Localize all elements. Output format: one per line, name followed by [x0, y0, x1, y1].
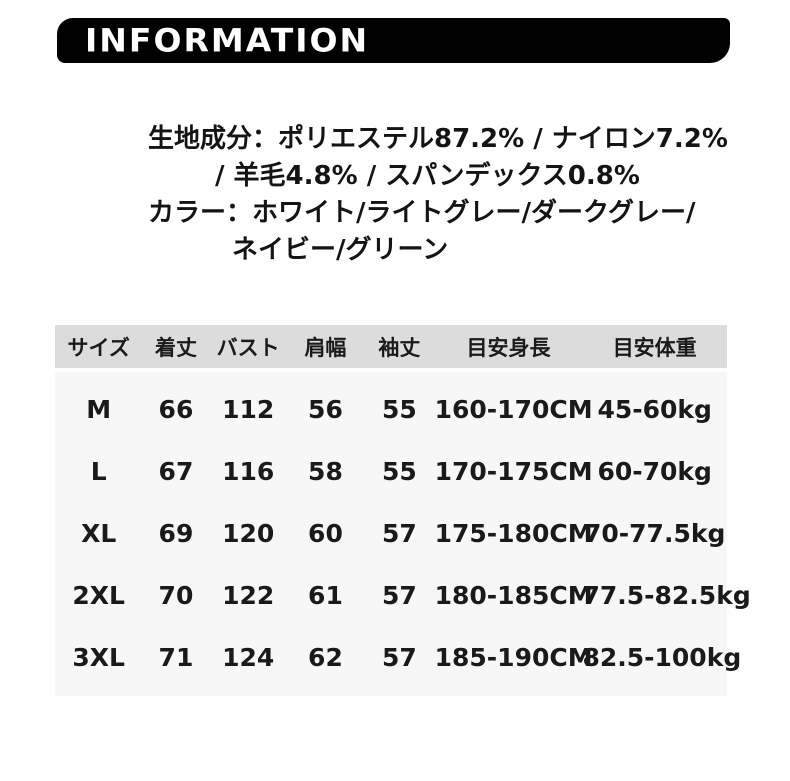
table-cell: 124	[222, 642, 275, 672]
table-cell: 56	[308, 394, 343, 424]
fabric-composition-line-1: 生地成分：ポリエステル87.2% / ナイロン7.2%	[148, 124, 728, 154]
table-cell: 67	[158, 456, 194, 486]
information-title: INFORMATION	[85, 21, 370, 60]
table-cell: 61	[308, 580, 343, 610]
column-header-4: 肩幅	[304, 335, 347, 360]
table-cell: 82.5-100kg	[582, 642, 742, 672]
table-cell: 71	[158, 642, 194, 672]
table-cell: 2XL	[72, 580, 125, 610]
table-cell: 175-180CM	[434, 518, 593, 548]
column-header-7: 目安体重	[612, 335, 697, 360]
table-cell: 55	[381, 394, 417, 424]
size-table: サイズ 着丈 バスト 肩幅 袖丈 目安身長 目安体重 M 66 112 56 55 160-170CM…	[55, 325, 751, 696]
table-cell: 45-60kg	[597, 394, 712, 424]
table-cell: 116	[222, 456, 275, 486]
table-row-3XL: 3XL 71 124 62 57 185-190CM 82.5-100kg	[55, 626, 742, 688]
table-row-M: M 66 112 56 55 160-170CM 45-60kg	[55, 378, 727, 440]
table-cell: 180-185CM	[434, 580, 593, 610]
table-cell: L	[90, 456, 107, 486]
table-cell: 112	[222, 394, 275, 424]
table-row-L: L 67 116 58 55 170-175CM 60-70kg	[55, 440, 727, 502]
product-info-block: 生地成分：ポリエステル87.2% / ナイロン7.2% / 羊毛4.8% / ス…	[148, 121, 728, 269]
table-cell: 160-170CM	[434, 394, 593, 424]
table-cell: XL	[81, 518, 117, 548]
table-cell: 69	[158, 518, 194, 548]
size-table-body: M 66 112 56 55 160-170CM 45-60kg L 67 116 58 55 170-…	[55, 372, 751, 696]
color-options-line-2: ネイビー/グリーン	[232, 235, 449, 265]
table-cell: 57	[381, 580, 417, 610]
table-cell: 57	[381, 518, 417, 548]
table-cell: 170-175CM	[434, 456, 593, 486]
color-options-line-1: カラー：ホワイト/ライトグレー/ダークグレー/	[148, 198, 696, 228]
table-cell: M	[86, 394, 112, 424]
table-cell: 70	[158, 580, 194, 610]
table-cell: 70-77.5kg	[584, 518, 726, 548]
table-cell: 62	[308, 642, 343, 672]
table-cell: 77.5-82.5kg	[582, 580, 751, 610]
table-cell: 58	[308, 456, 343, 486]
table-row-2XL: 2XL 70 122 61 57 180-185CM 77.5-82.5kg	[55, 564, 751, 626]
column-header-5: 袖丈	[378, 335, 421, 360]
table-cell: 66	[158, 394, 194, 424]
table-cell: 60-70kg	[597, 456, 712, 486]
information-banner: INFORMATION	[57, 18, 730, 63]
column-header-3: バスト	[216, 335, 280, 360]
fabric-composition-line-2: / 羊毛4.8% / スパンデックス0.8%	[215, 161, 640, 191]
column-header-2: 着丈	[154, 335, 197, 360]
column-header-6: 目安身長	[466, 335, 551, 360]
table-cell: 57	[381, 642, 417, 672]
size-table-header-row: サイズ 着丈 バスト 肩幅 袖丈 目安身長 目安体重	[55, 325, 727, 368]
table-row-XL: XL 69 120 60 57 175-180CM 70-77.5kg	[55, 502, 727, 564]
column-header-1: サイズ	[67, 335, 130, 360]
table-cell: 185-190CM	[434, 642, 593, 672]
table-cell: 120	[222, 518, 275, 548]
table-cell: 60	[308, 518, 343, 548]
table-cell: 3XL	[72, 642, 125, 672]
table-cell: 55	[381, 456, 417, 486]
table-cell: 122	[222, 580, 275, 610]
